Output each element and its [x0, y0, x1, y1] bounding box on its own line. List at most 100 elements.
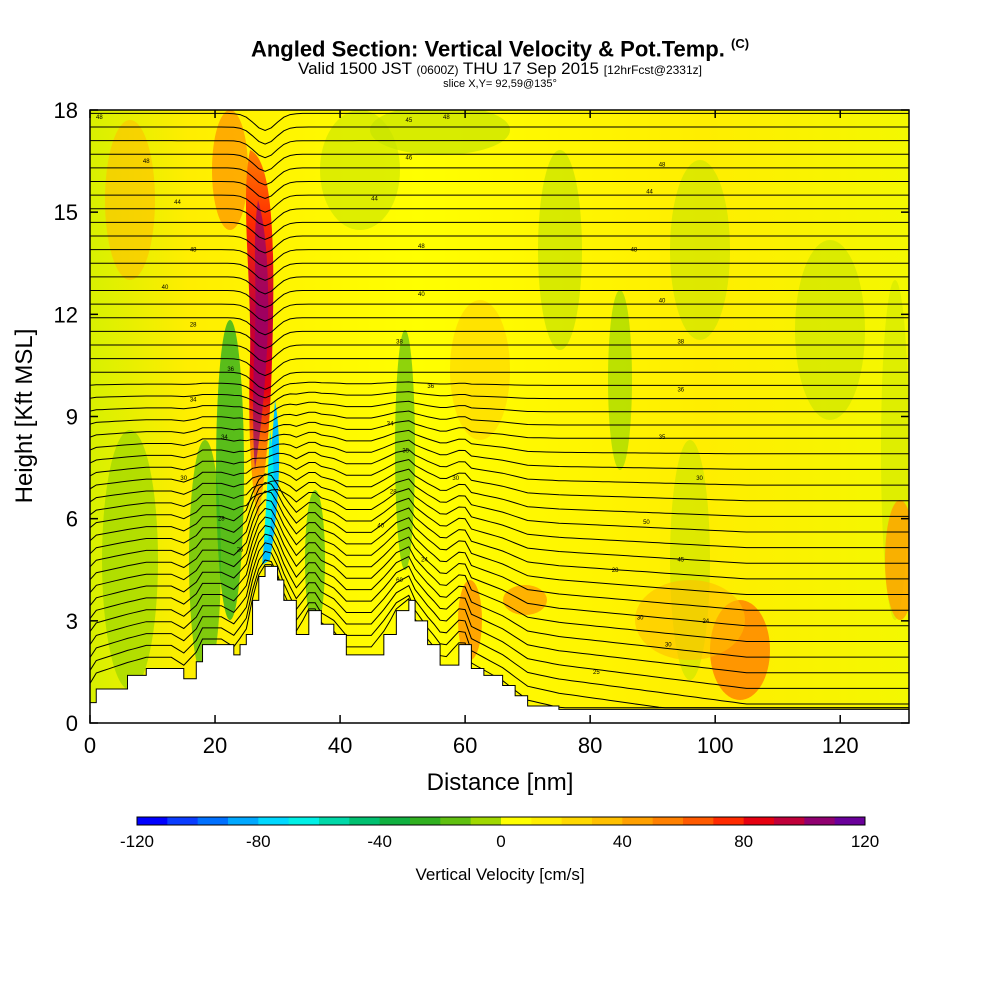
y-tick-label: 15	[54, 200, 78, 225]
colorbar-swatch	[197, 817, 229, 825]
isentrope-line	[90, 194, 909, 213]
contour-label: 36	[427, 384, 434, 390]
contour-label: 30	[180, 476, 187, 482]
isentrope-line	[90, 499, 909, 611]
y-tick-label: 12	[54, 302, 78, 327]
isentrope-line	[90, 525, 909, 658]
isentrope-line	[90, 140, 909, 159]
colorbar	[136, 816, 866, 826]
contour-label: 30	[637, 615, 644, 621]
isentrope-line	[90, 112, 909, 131]
contour-label: 44	[174, 200, 181, 206]
colorbar-swatch	[379, 817, 411, 825]
contour-label: 48	[443, 115, 450, 121]
contour-label: 45	[677, 558, 684, 564]
isentrope-line	[90, 429, 909, 455]
contour-label: 26	[237, 547, 244, 553]
contour-label: 48	[190, 248, 197, 254]
x-tick-label: 40	[328, 733, 352, 758]
contour-label: 50	[643, 520, 650, 526]
contour-label: 36	[677, 387, 684, 393]
isentrope-line	[90, 391, 909, 408]
colorbar-tick-label: -120	[120, 832, 154, 851]
contour-label: 48	[143, 159, 150, 165]
isentrope-line	[90, 400, 909, 416]
field-patch	[885, 500, 909, 620]
contour-label: 48	[659, 162, 666, 168]
colorbar-swatch	[561, 817, 593, 825]
title-mark: (C)	[731, 36, 750, 51]
contour-label: 48	[418, 244, 425, 250]
contour-label: 24	[702, 619, 709, 625]
isentrope-line	[90, 167, 909, 186]
contour-label: 35	[659, 435, 666, 441]
isentrope-line	[90, 473, 909, 564]
y-tick-label: 18	[54, 98, 78, 123]
field-patch	[105, 120, 155, 280]
colorbar-swatch	[683, 817, 714, 825]
colorbar-swatch	[531, 817, 563, 825]
isentrope-line	[90, 478, 909, 533]
isentrope-line	[90, 208, 909, 227]
colorbar-label: Vertical Velocity [cm/s]	[415, 865, 584, 884]
contour-label: 30	[452, 476, 459, 482]
isentrope-line	[90, 410, 909, 426]
field-patch	[608, 290, 632, 470]
field-patch	[212, 110, 248, 230]
contour-label: 48	[631, 248, 638, 254]
x-tick-label: 80	[578, 733, 602, 758]
colorbar-swatch	[288, 817, 320, 825]
contour-label: 28	[190, 323, 197, 329]
downdraft-core	[264, 430, 274, 540]
y-tick-label: 0	[66, 711, 78, 736]
x-axis-label: Distance [nm]	[427, 769, 574, 796]
colorbar-swatch	[319, 817, 350, 825]
isentrope-line	[90, 468, 909, 517]
contour-label: 45	[406, 118, 413, 124]
isentrope-line	[90, 235, 909, 254]
colorbar-swatch	[137, 817, 168, 825]
contour-labels: 48 48 44 48 40 28 36 34 34 30 28 26 45 48 46 44 48 40 38 36…	[96, 115, 710, 676]
y-tick-label: 3	[66, 609, 78, 634]
isentrope-line	[90, 550, 909, 705]
colorbar-frame	[136, 816, 866, 826]
isentrope-line	[90, 249, 909, 268]
pot-temp-contours	[90, 112, 909, 709]
x-tick-label: 120	[822, 733, 859, 758]
colorbar-swatch	[743, 817, 775, 825]
x-tick-label: 60	[453, 733, 477, 758]
isentrope-line	[90, 317, 909, 336]
contour-label: 24	[421, 558, 428, 564]
colorbar-tick-label: 40	[613, 832, 632, 851]
colorbar-swatch	[440, 817, 472, 825]
isentrope-line	[90, 126, 909, 145]
valid-fcst: [12hrFcst@2331z]	[603, 63, 702, 77]
colorbar-swatch	[622, 817, 654, 825]
contour-label: 36	[227, 367, 234, 373]
colorbar-tick-label: 120	[851, 832, 879, 851]
contour-label: 38	[677, 340, 684, 346]
colorbar-swatch	[228, 817, 259, 825]
isentrope-line	[90, 221, 909, 240]
x-tick-label: 0	[84, 733, 96, 758]
isentrope-line	[90, 276, 909, 295]
field-patch	[450, 300, 510, 440]
colorbar-ticks: -120 -80 -40 0 40 80 120	[120, 832, 879, 851]
y-axis-label: Height [Kft MSL]	[11, 329, 38, 504]
colorbar-swatch	[167, 817, 199, 825]
colorbar-swatch	[713, 817, 745, 825]
isentrope-line	[90, 344, 909, 363]
contour-label: 46	[406, 156, 413, 162]
valid-prefix: Valid 1500 JST	[298, 59, 412, 78]
colorbar-tick-label: -40	[367, 832, 392, 851]
isentrope-line	[90, 420, 909, 439]
contour-label: 35	[402, 449, 409, 455]
colorbar-swatch	[410, 817, 441, 825]
contour-label: 40	[659, 299, 666, 305]
x-tick-label: 20	[203, 733, 227, 758]
isentrope-line	[90, 516, 909, 642]
colorbar-swatch	[834, 817, 866, 825]
isentrope-line	[90, 533, 909, 674]
colorbar-swatch	[349, 817, 381, 825]
isentrope-line	[90, 303, 909, 322]
